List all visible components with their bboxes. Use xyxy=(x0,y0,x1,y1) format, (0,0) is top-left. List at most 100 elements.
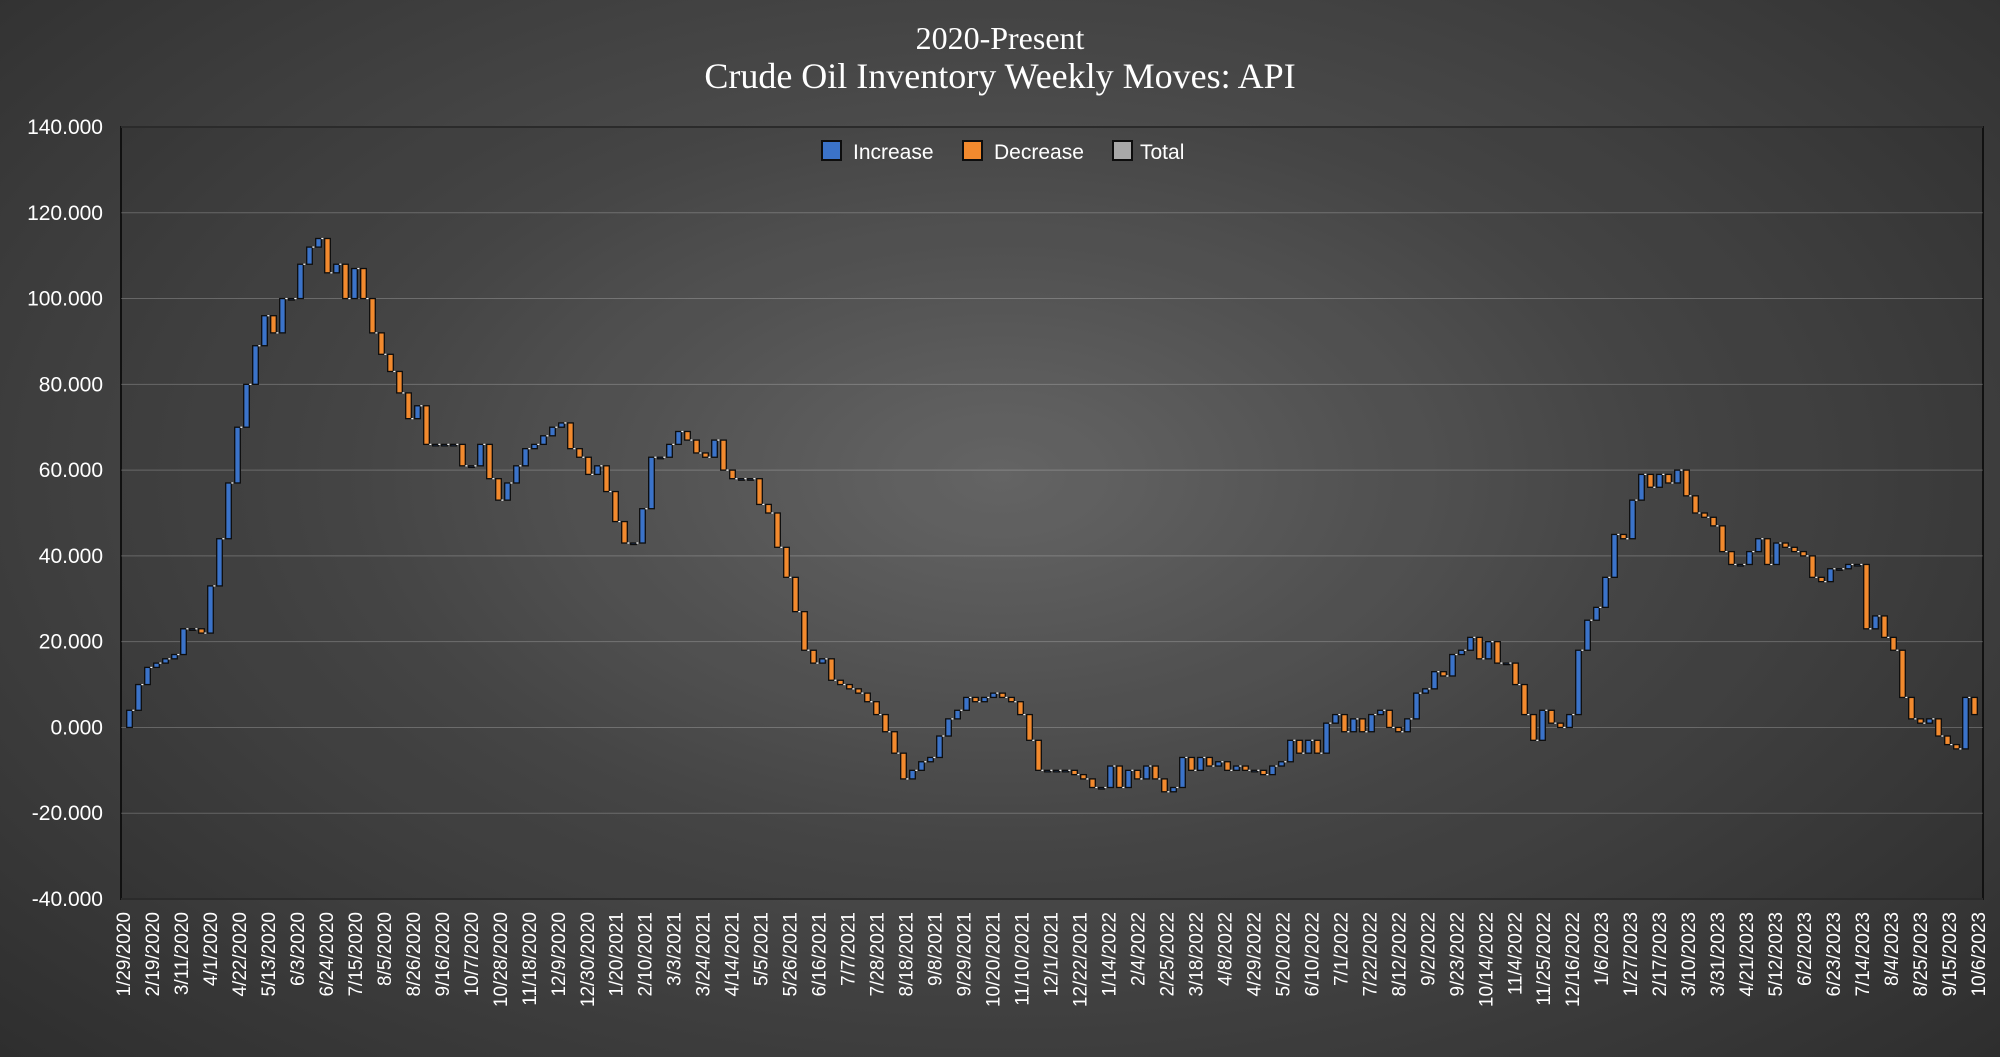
increase-bar xyxy=(297,263,304,300)
increase-bar xyxy=(1836,568,1843,571)
increase-bar xyxy=(819,658,826,664)
decrease-bar xyxy=(1440,671,1447,677)
x-tick-label: 11/4/2022 xyxy=(1505,912,1526,995)
x-tick-label: 12/9/2020 xyxy=(549,912,570,997)
increase-bar xyxy=(513,465,520,484)
increase-bar xyxy=(1467,636,1474,651)
decrease-bar xyxy=(1395,726,1402,733)
increase-bar xyxy=(1575,649,1582,716)
x-tick-label: 3/31/2023 xyxy=(1708,912,1729,997)
x-tick-label: 2/10/2021 xyxy=(636,912,657,997)
x-tick-label: 4/8/2022 xyxy=(1215,912,1236,986)
decrease-bar xyxy=(576,448,583,458)
increase-bar xyxy=(1746,550,1753,566)
x-tick-label: 6/23/2023 xyxy=(1824,912,1845,997)
decrease-bar xyxy=(873,701,880,716)
increase-bar xyxy=(1845,563,1852,570)
decrease-bar xyxy=(360,267,367,300)
increase-bar xyxy=(1062,769,1069,773)
x-tick-label: 5/5/2021 xyxy=(752,912,773,986)
increase-bar xyxy=(1593,606,1600,621)
decrease-bar xyxy=(1080,773,1087,780)
x-tick-label: 9/15/2023 xyxy=(1940,912,1961,997)
x-tick-label: 9/29/2021 xyxy=(955,912,976,997)
increase-bar xyxy=(1611,533,1618,578)
increase-bar xyxy=(180,628,187,656)
increase-bar xyxy=(333,263,340,274)
increase-bar xyxy=(1926,718,1933,724)
increase-bar xyxy=(279,297,286,334)
bars xyxy=(126,237,1978,793)
decrease-bar xyxy=(1161,778,1168,793)
decrease-bar xyxy=(801,610,808,651)
decrease-bar xyxy=(972,696,979,703)
increase-bar xyxy=(1215,761,1222,767)
increase-bar xyxy=(1287,739,1294,763)
chart-subtitle: Crude Oil Inventory Weekly Moves: API xyxy=(704,56,1295,96)
legend-label-total: Total xyxy=(1140,141,1184,164)
x-tick-label: 11/18/2020 xyxy=(520,912,541,1006)
increase-bar xyxy=(504,482,511,501)
decrease-bar xyxy=(486,443,493,480)
x-tick-label: 4/22/2020 xyxy=(230,912,251,997)
x-tick-label: 1/29/2020 xyxy=(114,912,135,997)
increase-bar xyxy=(711,439,718,458)
legend-swatch-total xyxy=(1112,140,1133,161)
x-tick-label: 4/1/2020 xyxy=(201,912,222,986)
increase-bar xyxy=(936,735,943,759)
decrease-bar xyxy=(1530,713,1537,741)
decrease-bar xyxy=(270,315,277,334)
x-tick-label: 8/18/2021 xyxy=(897,912,918,997)
increase-bar xyxy=(1431,671,1438,690)
decrease-bar xyxy=(693,439,700,454)
increase-bar xyxy=(468,465,475,468)
decrease-bar xyxy=(1314,739,1321,754)
increase-bar xyxy=(1350,718,1357,733)
chart-title: 2020-Present xyxy=(916,20,1085,56)
increase-bar xyxy=(639,508,646,544)
decrease-bar xyxy=(567,422,574,450)
decrease-bar xyxy=(837,679,844,686)
increase-bar xyxy=(1323,722,1330,754)
decrease-bar xyxy=(1683,469,1690,497)
decrease-bar xyxy=(378,332,385,355)
x-tick-label: 10/20/2021 xyxy=(984,912,1005,1007)
x-tick-label: 8/26/2020 xyxy=(404,912,425,997)
decrease-bar xyxy=(1971,696,1978,716)
increase-bar xyxy=(1251,769,1258,773)
y-axis: 140.000 120.000 100.000 80.000 60.000 40.000 2… xyxy=(27,116,103,911)
decrease-bar xyxy=(1665,473,1672,484)
decrease-bar xyxy=(765,503,772,514)
decrease-bar xyxy=(1017,701,1024,716)
increase-bar xyxy=(1566,713,1573,729)
x-tick-label: 11/25/2022 xyxy=(1534,912,1555,1006)
decrease-bar xyxy=(702,452,709,458)
increase-bar xyxy=(747,478,754,481)
increase-bar xyxy=(477,443,484,467)
decrease-bar xyxy=(1899,649,1906,699)
increase-bar xyxy=(1332,713,1339,724)
increase-bar xyxy=(594,465,601,476)
increase-bar xyxy=(1098,786,1105,790)
x-tick-label: 3/3/2021 xyxy=(665,912,686,986)
x-tick-label: 4/14/2021 xyxy=(723,912,744,997)
x-axis: 1/29/2020 2/19/2020 3/11/2020 4/1/2020 4/22/… xyxy=(114,912,1990,1007)
decrease-bar xyxy=(1242,765,1249,771)
x-tick-label: 6/16/2021 xyxy=(810,912,831,997)
decrease-bar xyxy=(1548,709,1555,724)
decrease-bar xyxy=(612,490,619,523)
decrease-bar xyxy=(891,731,898,754)
decrease-bar xyxy=(1782,542,1789,548)
increase-bar xyxy=(990,692,997,699)
increase-bar xyxy=(531,443,538,450)
increase-bar xyxy=(1656,473,1663,488)
decrease-bar xyxy=(864,692,871,703)
increase-bar xyxy=(1584,619,1591,651)
x-tick-label: 12/16/2022 xyxy=(1563,912,1584,1007)
legend-swatch-decrease xyxy=(962,140,983,161)
x-tick-label: 9/23/2022 xyxy=(1447,912,1468,997)
increase-bar xyxy=(1197,756,1204,771)
increase-bar xyxy=(252,345,259,385)
decrease-bar xyxy=(1296,739,1303,754)
decrease-bar xyxy=(1035,739,1042,771)
